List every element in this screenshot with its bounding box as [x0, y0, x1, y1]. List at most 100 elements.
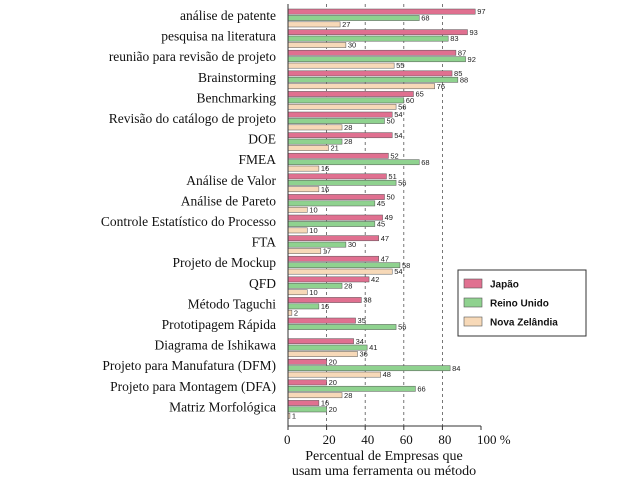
legend-label: Japão [490, 280, 519, 291]
legend: Japão Reino Unido Nova Zelândia [457, 269, 587, 337]
data-label: 84 [452, 364, 460, 373]
data-label: 58 [402, 261, 410, 270]
bar [287, 317, 356, 324]
legend-swatch [463, 316, 483, 327]
x-axis-title: usam uma ferramenta ou método [292, 464, 476, 479]
bar [287, 379, 327, 386]
legend-swatch [463, 297, 483, 308]
x-tick-label: 100 % [477, 432, 511, 447]
x-axis: 0 20 40 60 80 100 % Percentual de Empresas que… [284, 4, 511, 479]
category-label: Benchmarking [197, 90, 277, 105]
x-axis-title: Percentual de Empresas que [305, 449, 462, 464]
bar [287, 186, 320, 193]
bar [287, 221, 376, 227]
bar [287, 76, 459, 83]
category-label: QFD [249, 276, 276, 291]
bar [287, 289, 308, 296]
data-label: 27 [342, 20, 350, 29]
bar [287, 365, 451, 372]
x-tick-label: 40 [361, 432, 374, 447]
category-label: Brainstorming [198, 70, 276, 85]
bar [287, 29, 468, 36]
legend-label: Reino Unido [490, 299, 549, 310]
data-label: 30 [348, 41, 356, 50]
bar [287, 132, 393, 139]
data-label: 97 [477, 7, 485, 16]
bar [287, 200, 376, 207]
bar [287, 35, 449, 42]
data-label: 55 [396, 61, 404, 70]
x-tick-label: 0 [284, 432, 291, 447]
bar [287, 91, 414, 97]
bar [287, 70, 453, 77]
bar [287, 21, 341, 28]
data-label: 35 [358, 316, 366, 325]
data-label: 52 [390, 151, 398, 160]
category-label: FMEA [238, 152, 276, 167]
category-label: Matriz Morfológica [169, 399, 276, 414]
bar [287, 276, 370, 283]
data-label: 10 [309, 226, 317, 235]
data-label: 10 [309, 288, 317, 297]
category-label: reunião para revisão de projeto [109, 49, 276, 64]
data-label: 83 [450, 34, 458, 43]
legend-swatch [463, 278, 483, 289]
data-label: 28 [344, 391, 352, 400]
data-label: 54 [394, 131, 402, 140]
category-label: Controle Estatístico do Processo [101, 214, 276, 229]
bar [287, 165, 320, 172]
bar [287, 309, 293, 316]
bar [287, 124, 343, 131]
data-label: 45 [377, 199, 385, 208]
bar [287, 241, 347, 248]
category-label: Projeto para Manufatura (DFM) [102, 358, 276, 373]
data-label: 17 [323, 247, 331, 256]
data-label: 93 [469, 28, 477, 37]
data-label: 16 [321, 399, 329, 408]
bar [287, 400, 320, 406]
legend-label: Nova Zelândia [490, 318, 558, 329]
bar [287, 56, 466, 63]
bar [287, 338, 354, 345]
data-label: 38 [363, 296, 371, 305]
data-label: 16 [321, 164, 329, 173]
data-label: 28 [344, 123, 352, 132]
bar [287, 371, 381, 378]
data-label: 20 [329, 378, 337, 387]
x-tick-label: 60 [400, 432, 413, 447]
data-label: 47 [381, 254, 389, 263]
data-label: 54 [394, 267, 402, 276]
bar [287, 111, 393, 118]
bar [287, 179, 397, 186]
bar [287, 358, 327, 365]
bar [287, 392, 343, 399]
data-label: 42 [371, 275, 379, 284]
data-label: 50 [387, 117, 395, 126]
bar [287, 8, 476, 15]
bar [287, 103, 397, 110]
bar [287, 324, 397, 330]
data-label: 16 [321, 185, 329, 194]
data-label: 45 [377, 220, 385, 229]
data-label: 47 [381, 234, 389, 243]
category-label: Projeto de Mockup [173, 255, 277, 270]
data-label: 54 [394, 110, 402, 119]
data-label: 56 [398, 178, 406, 187]
bar [287, 351, 358, 357]
bar [287, 159, 420, 166]
bar [287, 268, 393, 275]
bar [287, 173, 387, 180]
category-label: Análise de Valor [186, 173, 276, 188]
bar [287, 49, 457, 56]
bar [287, 262, 401, 269]
bar [287, 62, 395, 69]
data-label: 28 [344, 281, 352, 290]
bar [287, 206, 308, 213]
data-label: 20 [329, 405, 337, 414]
bar [287, 15, 420, 21]
category-label: pesquisa na literatura [161, 29, 276, 44]
data-label: 85 [454, 69, 462, 78]
bar [287, 194, 385, 200]
bar [287, 42, 347, 48]
bar [287, 145, 329, 151]
